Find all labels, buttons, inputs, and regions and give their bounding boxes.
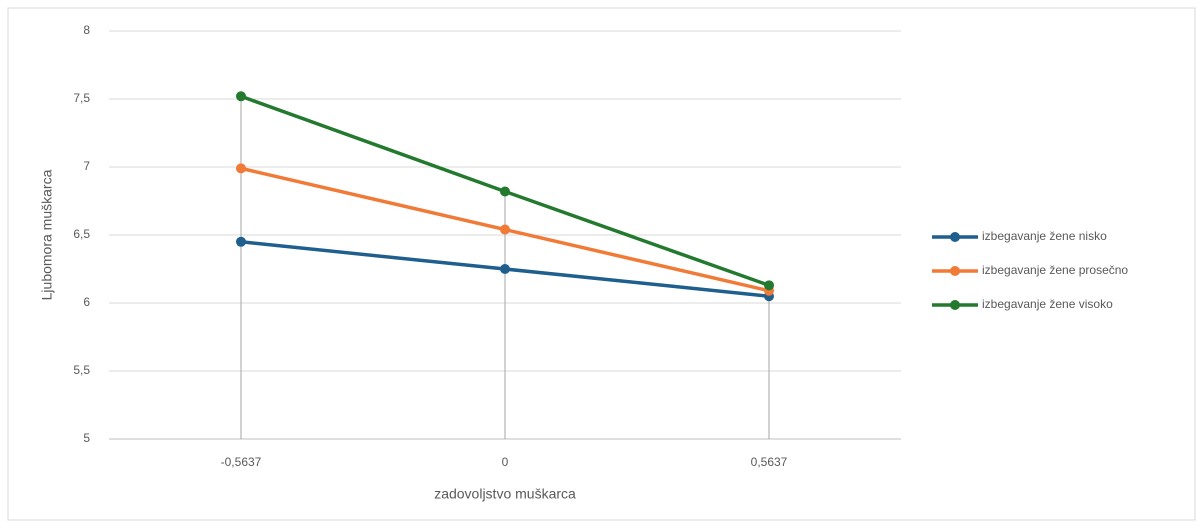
legend-label: izbegavanje žene nisko <box>982 229 1107 243</box>
point <box>500 186 510 197</box>
y-axis-title: Ljubomora muškarca <box>39 169 55 300</box>
y-tick-label: 6 <box>83 295 90 309</box>
legend-label: izbegavanje žene visoko <box>982 297 1113 311</box>
legend-marker <box>950 266 960 276</box>
x-axis-title: zadovoljstvo muškarca <box>434 486 576 502</box>
chart-border <box>7 7 1196 521</box>
y-tick-label: 5,5 <box>73 363 90 377</box>
legend-label: izbegavanje žene prosečno <box>982 263 1128 277</box>
point <box>764 280 774 291</box>
point <box>236 236 246 247</box>
y-tick-label: 5 <box>83 431 90 445</box>
y-tick-label: 7 <box>83 159 90 173</box>
y-tick-label: 6,5 <box>73 227 90 241</box>
y-tick-label: 7,5 <box>73 91 90 105</box>
x-tick-label: 0 <box>502 455 509 469</box>
legend-marker <box>950 232 960 242</box>
x-tick-label: 0,5637 <box>751 455 788 469</box>
point <box>500 264 510 274</box>
point <box>500 224 510 235</box>
legend-marker <box>950 300 960 310</box>
point <box>236 91 246 102</box>
point <box>236 163 246 174</box>
y-tick-label: 8 <box>83 23 90 37</box>
x-tick-label: -0,5637 <box>221 455 262 469</box>
